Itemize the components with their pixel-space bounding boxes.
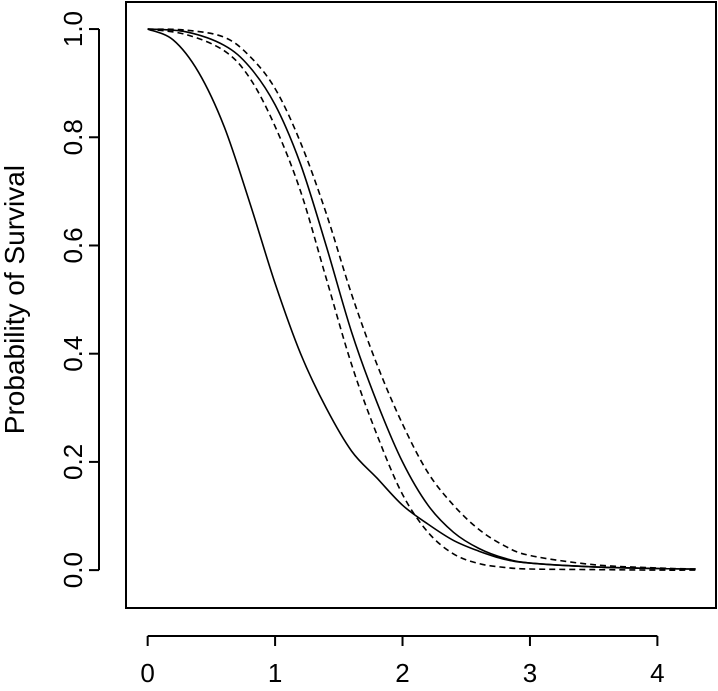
x-tick-label: 0 [140,658,154,688]
plot-border [125,1,717,609]
survival-curves [147,28,696,571]
y-tick-label: 0.2 [58,444,88,480]
x-tick-label: 3 [523,658,537,688]
x-tick-label: 1 [268,658,282,688]
x-tick-label: 4 [650,658,664,688]
y-axis: 0.0 0.2 0.4 0.6 0.8 1.0 [58,11,100,588]
dashed-curve-4 [147,28,696,570]
x-tick-label: 2 [395,658,409,688]
y-tick-label: 0.4 [58,336,88,372]
y-axis-title: Probability of Survival [0,165,30,434]
solid-curve-2 [147,28,696,570]
y-tick-label: 0.8 [58,119,88,155]
y-tick-label: 1.0 [58,11,88,47]
plot-frame [125,1,717,609]
y-tick-label: 0.6 [58,227,88,263]
x-axis: 0 1 2 3 4 [140,635,665,688]
y-tick-label: 0.0 [58,552,88,588]
solid-curve-1 [147,28,696,570]
dashed-curve-3 [147,28,696,571]
